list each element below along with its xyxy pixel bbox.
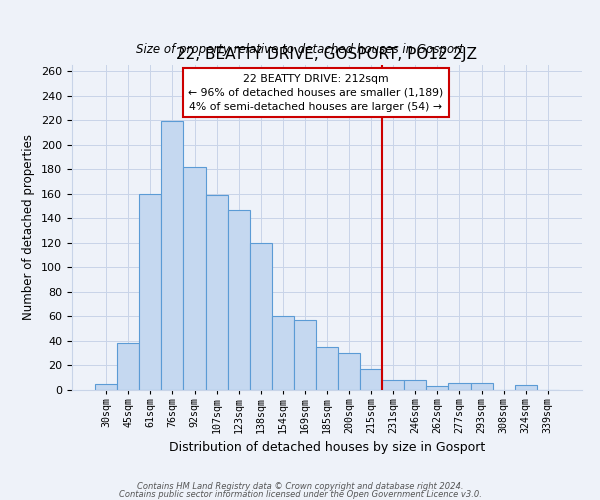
Bar xyxy=(117,344,139,390)
Bar xyxy=(515,385,537,390)
Bar xyxy=(316,347,338,390)
Bar xyxy=(227,210,250,390)
Bar xyxy=(206,195,227,390)
Text: Size of property relative to detached houses in Gosport: Size of property relative to detached ho… xyxy=(136,42,464,56)
Y-axis label: Number of detached properties: Number of detached properties xyxy=(22,134,35,320)
Title: 22, BEATTY DRIVE, GOSPORT, PO12 2JZ: 22, BEATTY DRIVE, GOSPORT, PO12 2JZ xyxy=(176,48,478,62)
Bar xyxy=(360,369,382,390)
Bar xyxy=(470,382,493,390)
Bar xyxy=(272,316,294,390)
Bar xyxy=(294,320,316,390)
Bar xyxy=(161,122,184,390)
Bar xyxy=(404,380,427,390)
Bar xyxy=(338,353,360,390)
Bar xyxy=(184,167,206,390)
Bar xyxy=(382,380,404,390)
Bar xyxy=(250,243,272,390)
Text: 22 BEATTY DRIVE: 212sqm
← 96% of detached houses are smaller (1,189)
4% of semi-: 22 BEATTY DRIVE: 212sqm ← 96% of detache… xyxy=(188,74,443,112)
Bar xyxy=(427,386,448,390)
Bar xyxy=(95,384,117,390)
Text: Contains public sector information licensed under the Open Government Licence v3: Contains public sector information licen… xyxy=(119,490,481,499)
Text: Contains HM Land Registry data © Crown copyright and database right 2024.: Contains HM Land Registry data © Crown c… xyxy=(137,482,463,491)
X-axis label: Distribution of detached houses by size in Gosport: Distribution of detached houses by size … xyxy=(169,442,485,454)
Bar xyxy=(448,382,470,390)
Bar xyxy=(139,194,161,390)
